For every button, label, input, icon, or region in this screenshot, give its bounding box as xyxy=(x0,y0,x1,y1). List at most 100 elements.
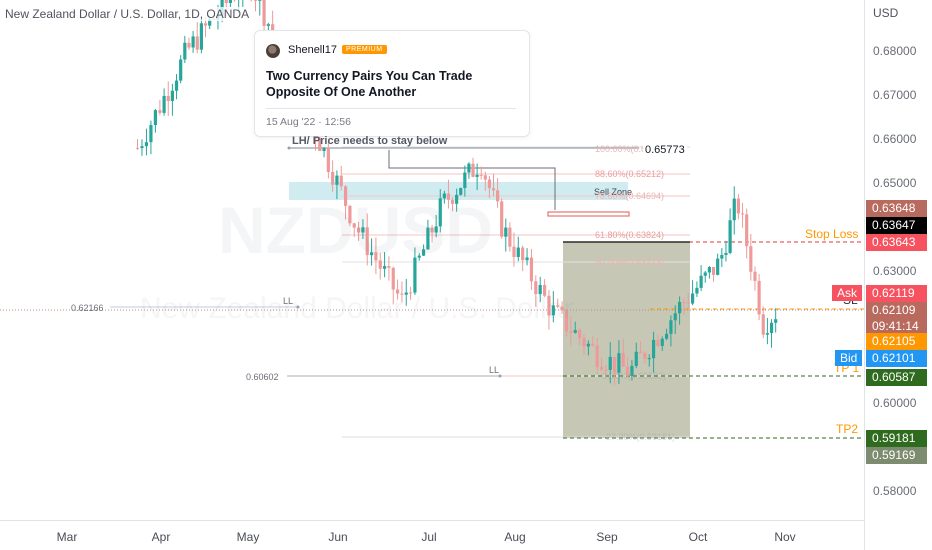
tp2-label[interactable]: TP2 xyxy=(836,422,859,436)
candle-body xyxy=(258,0,262,1)
candle-body xyxy=(634,351,638,366)
time-tick: May xyxy=(236,530,260,544)
candle-body xyxy=(374,252,378,261)
candle-body xyxy=(318,138,322,152)
sell-zone-label[interactable]: Sell Zone xyxy=(594,187,633,197)
ll-label-may: LL xyxy=(283,296,294,306)
candle-body xyxy=(421,249,426,256)
time-tick: Oct xyxy=(688,530,708,544)
stop-loss-label[interactable]: Stop Loss xyxy=(805,227,859,241)
candle-body xyxy=(745,214,749,247)
candle-body xyxy=(512,246,516,257)
candle-body xyxy=(187,42,191,48)
ask-price-tag: 0.62119 xyxy=(866,285,927,302)
fib-level-500: 50.00%(0.63213) xyxy=(595,257,665,267)
candle-body xyxy=(508,227,512,247)
candle-body xyxy=(191,36,195,48)
candle-body xyxy=(525,257,529,261)
price-tag: 0.63647 xyxy=(866,217,927,234)
price-tick: 0.66000 xyxy=(873,132,917,146)
idea-title[interactable]: Two Currency Pairs You Can Trade Opposit… xyxy=(266,69,473,99)
lh-annotation[interactable]: LH/ Price needs to stay below xyxy=(292,135,448,147)
price-tick: 0.68000 xyxy=(873,44,917,58)
supply-rect xyxy=(547,211,630,217)
candle-body xyxy=(153,110,158,126)
candle-body xyxy=(491,188,496,191)
candle-body xyxy=(339,175,343,187)
candle-body xyxy=(664,333,669,339)
fib-level-100: 100.00%(0.65773) xyxy=(595,144,670,154)
anchor-dot xyxy=(287,146,291,150)
candle-body xyxy=(426,227,430,250)
candle-body xyxy=(749,246,753,272)
candle-body xyxy=(564,310,569,332)
candle-body xyxy=(195,36,199,50)
entry-price-tag: 0.62105 xyxy=(866,333,927,350)
ask-button[interactable]: Ask xyxy=(832,285,862,301)
candle-body xyxy=(135,147,140,149)
symbol-title[interactable]: New Zealand Dollar / U.S. Dollar, 1D, OA… xyxy=(5,7,250,21)
candle-body xyxy=(430,227,434,233)
time-tick: Nov xyxy=(774,530,796,544)
candle-body xyxy=(695,287,699,294)
candle-body xyxy=(538,284,542,295)
currency-label[interactable]: USD xyxy=(873,6,899,20)
candle-body xyxy=(595,345,599,368)
watermark-name: New Zealand Dollar / U.S. Dollar xyxy=(140,292,574,325)
candle-body xyxy=(753,271,757,281)
candle-body xyxy=(140,146,144,149)
candle-body xyxy=(669,320,673,334)
candle-body xyxy=(378,260,382,269)
time-tick: Jul xyxy=(421,530,437,544)
candle-body xyxy=(348,205,352,224)
time-tick: Aug xyxy=(504,530,526,544)
candle-body xyxy=(529,257,534,282)
candle-body xyxy=(686,302,690,304)
candle-body xyxy=(467,163,471,173)
author-name[interactable]: Shenell17 xyxy=(288,44,337,56)
candle-body xyxy=(174,80,179,91)
candle-body xyxy=(732,198,736,221)
candle-body xyxy=(769,322,774,334)
candle-body xyxy=(699,275,703,288)
candle-body xyxy=(617,353,621,373)
anchor-dot xyxy=(296,305,300,309)
candle-body xyxy=(369,252,374,256)
candle-body xyxy=(690,293,695,304)
tp1-price-tag: 0.60587 xyxy=(866,369,927,386)
idea-date: 15 Aug '22 · 12:56 xyxy=(266,116,351,128)
candle-body xyxy=(542,284,547,296)
candle-body xyxy=(638,351,643,354)
candle-body xyxy=(560,306,564,311)
premium-badge: PREMIUM xyxy=(342,45,387,54)
candle-body xyxy=(573,330,577,333)
candle-body xyxy=(651,339,656,359)
candle-body xyxy=(475,174,479,177)
candle-body xyxy=(582,338,586,347)
candle-body xyxy=(728,220,732,253)
low-price-jul: 0.60602 xyxy=(246,372,279,382)
idea-card[interactable]: Shenell17 PREMIUM Two Currency Pairs You… xyxy=(254,30,530,137)
candle-body xyxy=(599,367,604,370)
fib-level-886: 88.60%(0.65212) xyxy=(595,169,665,179)
price-tick: 0.63000 xyxy=(873,264,917,278)
candle-body xyxy=(266,24,270,26)
candle-body xyxy=(495,190,500,202)
candle-body xyxy=(149,125,153,143)
time-tick: Apr xyxy=(151,530,171,544)
candle-body xyxy=(551,305,555,316)
candle-body xyxy=(158,110,162,113)
candle-body xyxy=(400,293,404,295)
candle-body xyxy=(504,227,508,237)
overlay-layer xyxy=(287,146,502,378)
candle-body xyxy=(326,148,330,173)
candle-body xyxy=(382,266,387,269)
bar-countdown: 09:41:14 xyxy=(866,318,927,335)
candle-body xyxy=(262,0,266,26)
fib-level-0: 0.00%(0.60602) xyxy=(602,371,667,381)
candle-body xyxy=(740,213,745,215)
candle-body xyxy=(500,201,504,237)
candle-body xyxy=(335,175,339,185)
bid-button[interactable]: Bid xyxy=(835,350,862,366)
